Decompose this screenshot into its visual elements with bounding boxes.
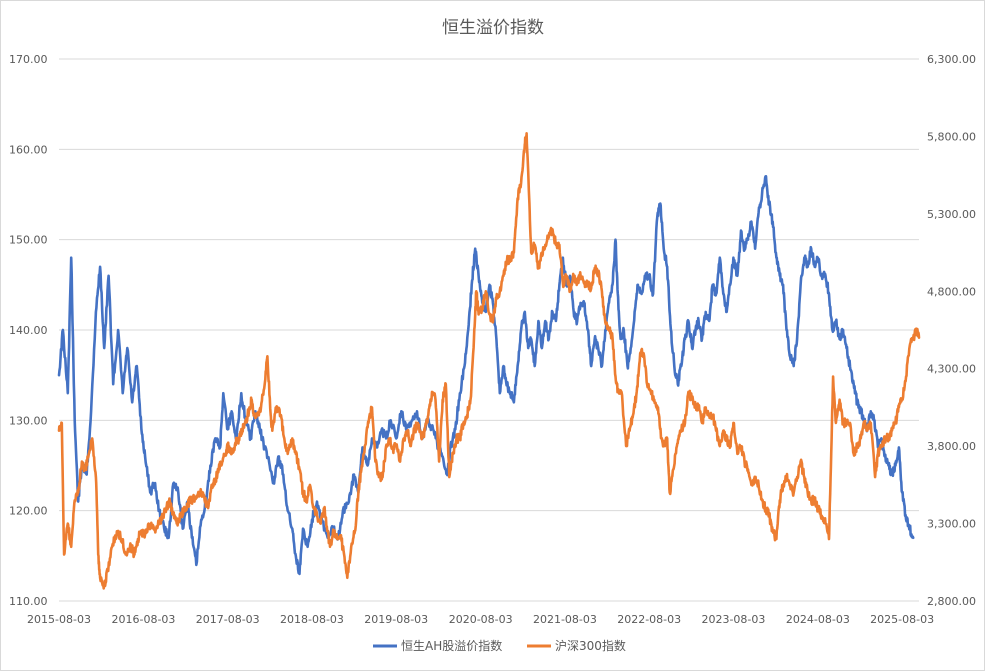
x-tick-label: 2023-08-03 <box>701 613 765 626</box>
left-tick-label: 110.00 <box>9 595 48 608</box>
left-tick-label: 150.00 <box>9 234 48 247</box>
x-tick-label: 2017-08-03 <box>196 613 260 626</box>
x-tick-label: 2021-08-03 <box>533 613 597 626</box>
x-tick-label: 2018-08-03 <box>280 613 344 626</box>
right-tick-label: 5,300.00 <box>927 208 976 221</box>
right-tick-label: 4,800.00 <box>927 285 976 298</box>
left-tick-label: 120.00 <box>9 505 48 518</box>
x-tick-label: 2025-08-03 <box>870 613 934 626</box>
x-tick-label: 2022-08-03 <box>617 613 681 626</box>
legend-label-ah-premium: 恒生AH股溢价指数 <box>401 638 502 653</box>
left-tick-label: 160.00 <box>9 143 48 156</box>
right-tick-label: 6,300.00 <box>927 53 976 66</box>
right-axis-ticks: 2,800.00 3,300.00 3,800.00 4,300.00 4,800.00… <box>927 53 976 608</box>
right-tick-label: 3,300.00 <box>927 518 976 531</box>
x-tick-label: 2024-08-03 <box>786 613 850 626</box>
series-line-csi300 <box>57 132 921 590</box>
left-tick-label: 130.00 <box>9 414 48 427</box>
series-line-ah-premium <box>57 175 915 576</box>
x-axis-ticks: 2015-08-03 2016-08-03 2017-08-03 2018-08-03… <box>27 613 934 626</box>
series-layer <box>57 132 921 590</box>
right-tick-label: 2,800.00 <box>927 595 976 608</box>
legend: 恒生AH股溢价指数 沪深300指数 <box>373 638 626 653</box>
legend-label-csi300: 沪深300指数 <box>555 638 626 653</box>
right-tick-label: 4,300.00 <box>927 363 976 376</box>
x-tick-label: 2020-08-03 <box>449 613 513 626</box>
left-axis-ticks: 110.00 120.00 130.00 140.00 150.00 160.00 170.… <box>9 53 48 608</box>
x-tick-label: 2015-08-03 <box>27 613 91 626</box>
gridlines <box>59 58 919 602</box>
chart-title: 恒生溢价指数 <box>442 18 544 38</box>
right-tick-label: 5,800.00 <box>927 130 976 143</box>
right-tick-label: 3,800.00 <box>927 440 976 453</box>
x-tick-label: 2019-08-03 <box>364 613 428 626</box>
left-tick-label: 140.00 <box>9 324 48 337</box>
left-tick-label: 170.00 <box>9 53 48 66</box>
x-tick-label: 2016-08-03 <box>112 613 176 626</box>
